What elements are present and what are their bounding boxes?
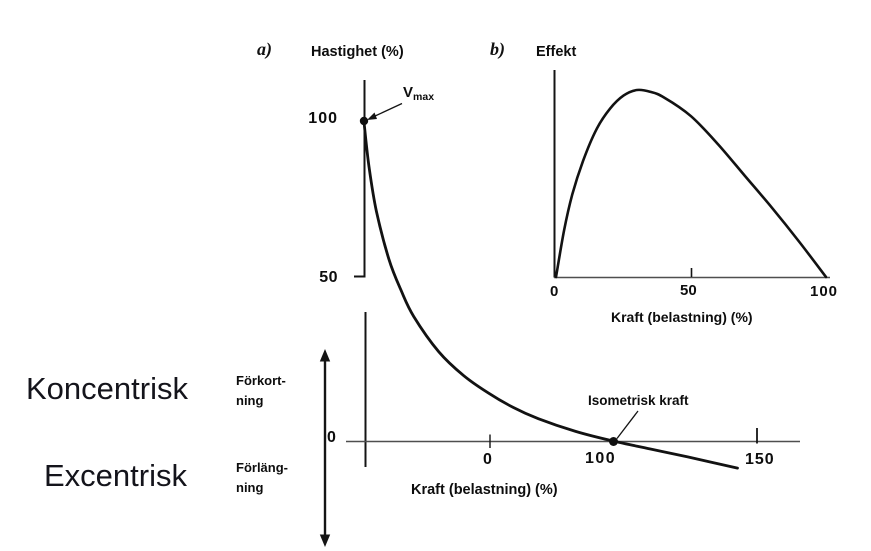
main-y-axis-upper-with-50-tick	[354, 80, 366, 278]
lengthening-label: Förläng- ning	[236, 460, 288, 496]
inset-x-tick-50: 50	[680, 282, 697, 299]
panel-a-tag: a)	[257, 39, 272, 59]
vmax-subscript: max	[413, 91, 435, 103]
isometric-leader-line	[616, 410, 639, 439]
y-tick-100: 100	[308, 110, 338, 127]
power-curve	[554, 88, 828, 279]
vmax-point	[359, 116, 369, 126]
force-velocity-curve	[362, 120, 739, 470]
inset-x-tick-100: 100	[810, 283, 839, 300]
arrow-up-icon	[319, 349, 331, 362]
isometric-force-label: Isometrisk kraft	[588, 393, 689, 408]
inset-x-tick-0: 0	[550, 283, 559, 300]
y-tick-50: 50	[319, 269, 338, 286]
shortening-label: Förkort- ning	[236, 373, 286, 409]
concentric-label: Koncentrisk	[26, 371, 188, 406]
y-tick-0: 0	[327, 429, 337, 446]
eccentric-label: Excentrisk	[44, 458, 187, 493]
panel-a-y-axis-title: Hastighet (%)	[311, 44, 404, 60]
panel-b-y-axis-title: Effekt	[536, 44, 577, 60]
panel-b-x-axis-title: Kraft (belastning) (%)	[611, 309, 753, 325]
arrow-down-icon	[319, 534, 331, 547]
vmax-leader-line	[373, 102, 403, 118]
vmax-label: Vmax	[403, 84, 435, 103]
x-tick-100: 100	[585, 450, 617, 467]
panel-a-x-axis-title: Kraft (belastning) (%)	[411, 482, 558, 498]
vmax-base: V	[403, 84, 414, 101]
panel-b-tag: b)	[490, 39, 505, 59]
x-tick-150: 150	[745, 451, 775, 468]
vmax-arrowhead-icon	[367, 112, 377, 120]
x-tick-0: 0	[483, 451, 493, 468]
isometric-force-point	[609, 437, 618, 446]
